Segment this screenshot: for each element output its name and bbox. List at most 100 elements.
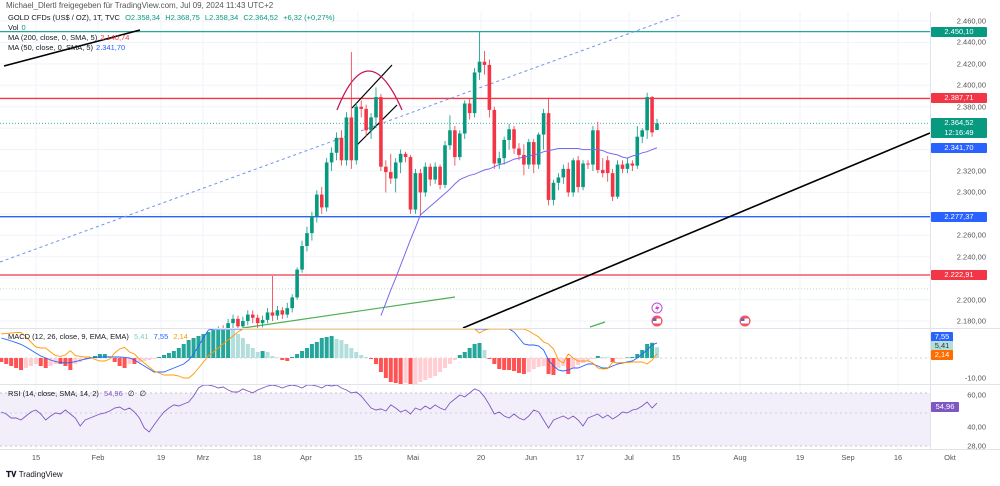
candle — [280, 307, 285, 319]
candle — [265, 308, 270, 324]
candle-body — [453, 130, 457, 158]
macd-histogram-bar — [497, 358, 502, 369]
macd-label: MACD (12, 26, close, 9, EMA, EMA) — [8, 332, 129, 341]
candle-body — [492, 109, 497, 164]
rsi-legend[interactable]: RSI (14, close, SMA, 14, 2) 54,96 ∅ ∅ — [8, 389, 149, 398]
macd-histogram-bar — [457, 355, 462, 358]
candle-body — [319, 194, 324, 208]
macd-histogram-bar — [280, 358, 285, 360]
rounded-top-arc[interactable] — [336, 70, 403, 111]
rising-support-trendline[interactable] — [462, 132, 931, 329]
rsi-value: 54,96 — [103, 389, 123, 398]
candle — [226, 318, 230, 328]
channel-upper-line[interactable] — [351, 64, 393, 109]
candle-body — [388, 172, 393, 179]
time-axis-label: 19 — [156, 453, 166, 462]
time-axis-label: 20 — [476, 453, 486, 462]
lightning-icon[interactable] — [651, 302, 663, 314]
candle-body — [556, 177, 561, 183]
last-price-value: 2.364,52 — [944, 118, 974, 128]
candle — [428, 163, 433, 186]
candle — [438, 164, 442, 190]
candle — [408, 154, 413, 214]
candle — [546, 98, 551, 206]
drawings — [0, 14, 931, 329]
candle — [443, 140, 447, 189]
shared-by-header: Michael_Dlertl freigegeben für TradingVi… — [6, 1, 274, 10]
macd-histogram-bar — [265, 352, 270, 358]
macd-histogram-bar — [73, 358, 78, 364]
green-short-line[interactable] — [589, 321, 606, 328]
volume-legend[interactable]: Vol 0 — [8, 23, 29, 32]
candle — [319, 187, 324, 214]
macd-histogram-bar — [546, 358, 551, 374]
symbol-legend[interactable]: GOLD CFDs (US$ / OZ), 1T, TVC O2.358,34 … — [8, 13, 338, 22]
candle — [487, 59, 492, 118]
rsi-badge: 54,96 — [931, 402, 959, 412]
ma50-value: 2.341,70 — [96, 43, 126, 52]
macd-histogram-bar — [433, 358, 438, 376]
price-axis-tick: 2.440,00 — [956, 37, 986, 47]
macd-histogram-bar — [231, 330, 236, 358]
candle — [458, 130, 462, 161]
candle-body — [640, 130, 645, 137]
green-trendline[interactable] — [242, 296, 456, 329]
candle — [492, 106, 497, 169]
macd-histogram-bar — [142, 358, 147, 361]
macd-histogram-bar — [521, 358, 526, 374]
candle-body — [571, 160, 575, 193]
candle-body — [561, 168, 566, 178]
candle — [527, 138, 531, 169]
macd-histogram-bar — [408, 358, 413, 384]
macd-histogram-bar — [127, 358, 132, 364]
volume-label: Vol — [8, 23, 19, 32]
macd-histogram-bar — [487, 358, 492, 359]
ma200-legend[interactable]: MA (200, close, 0, SMA, 5) 2.140,74 — [8, 33, 132, 42]
candle — [241, 316, 245, 328]
trendline-top-left[interactable] — [3, 29, 141, 67]
macd-histogram-bar — [526, 358, 531, 372]
candle — [379, 93, 383, 171]
rsi-axis-tick: 60,00 — [967, 390, 986, 400]
candle — [329, 147, 334, 171]
candle — [581, 160, 585, 191]
macd-histogram-bar — [595, 356, 600, 358]
candle — [300, 240, 304, 273]
us-flag-event-icon[interactable] — [739, 315, 751, 327]
macd-histogram-bar — [571, 358, 576, 368]
tradingview-logo[interactable]: 𝐓𝐕 TradingView — [6, 470, 63, 480]
macd-histogram-bar — [14, 358, 19, 368]
time-axis-label: 15 — [353, 453, 363, 462]
candle-body — [625, 163, 630, 169]
macd-histogram — [0, 330, 659, 384]
candle-body — [527, 142, 531, 165]
price-axis-tick: 2.260,00 — [956, 230, 986, 240]
candle — [640, 128, 645, 144]
macd-histogram-bar — [48, 358, 53, 366]
candle — [403, 151, 408, 163]
candle — [536, 132, 541, 169]
macd-signal-badge: 2,14 — [931, 350, 953, 360]
candle — [655, 118, 659, 130]
candle-body — [472, 72, 477, 114]
candle-body — [270, 312, 275, 316]
tradingview-logo-icon: 𝐓𝐕 — [6, 470, 19, 479]
candle — [393, 158, 398, 193]
candle-body — [512, 129, 516, 149]
macd-histogram-bar — [615, 358, 620, 359]
macd-histogram-bar — [650, 342, 655, 358]
candle — [551, 179, 556, 206]
macd-legend[interactable]: MACD (12, 26, close, 9, EMA, EMA) 5,41 7… — [8, 332, 191, 341]
macd-histogram-bar — [58, 358, 63, 364]
ma50-legend[interactable]: MA (50, close, 0, SMA, 5) 2.341,70 — [8, 43, 128, 52]
bar-countdown: 12:16:49 — [944, 128, 974, 138]
macd-histogram-bar — [630, 357, 635, 358]
macd-histogram-bar — [393, 358, 398, 383]
time-axis-label: Aug — [733, 453, 747, 462]
macd-histogram-bar — [97, 354, 102, 358]
candle-body — [236, 318, 240, 327]
macd-histogram-bar — [566, 358, 571, 374]
us-flag-event-icon[interactable] — [651, 315, 663, 327]
volume-value: 0 — [21, 23, 26, 32]
